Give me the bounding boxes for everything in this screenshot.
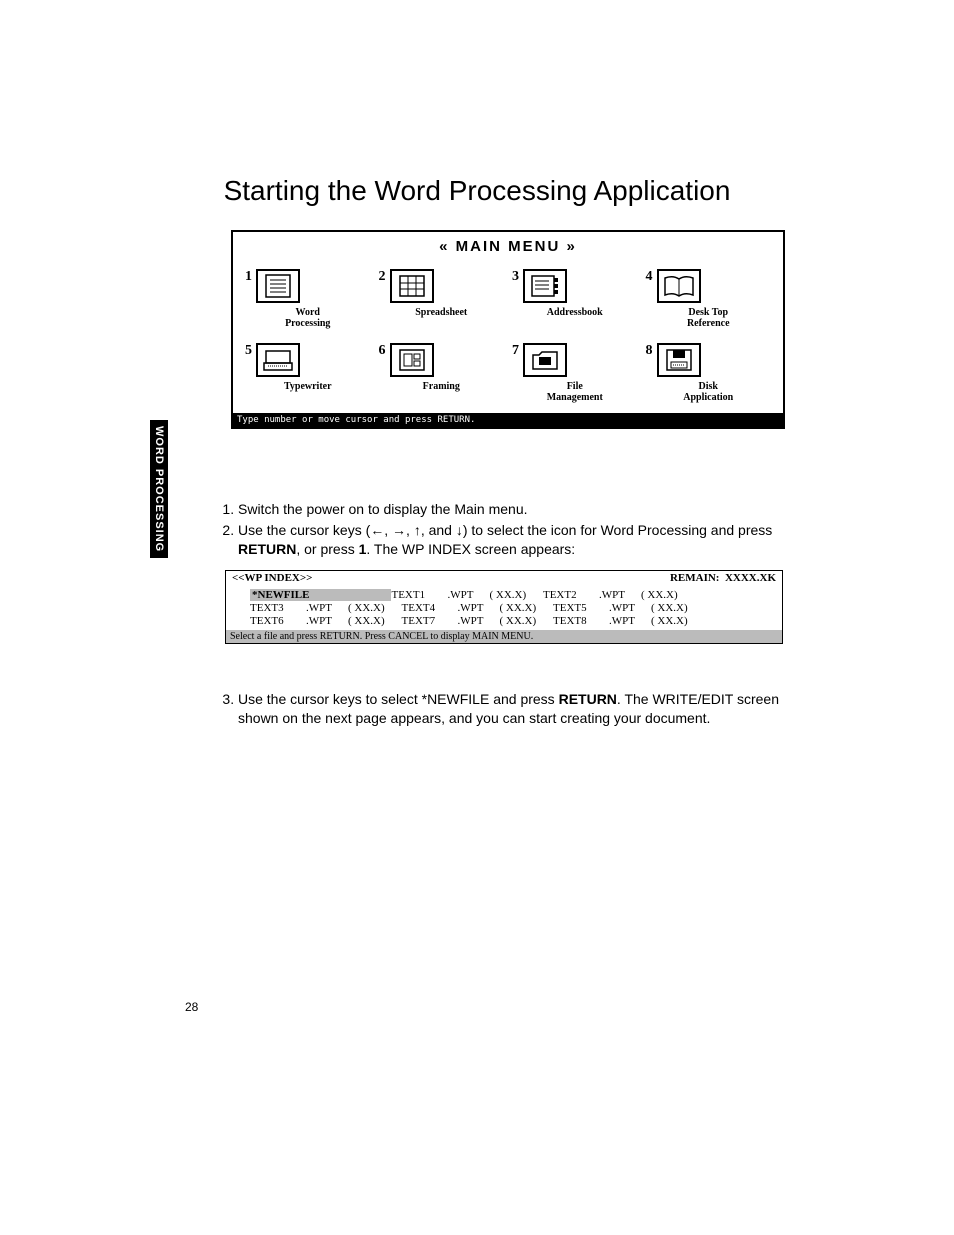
- menu-item-7[interactable]: 7FileManagement: [508, 339, 642, 413]
- instruction-2: Use the cursor keys (←, →, ↑, and ↓) to …: [238, 521, 780, 559]
- wp-remain: REMAIN: XXXX.XK: [670, 572, 776, 584]
- addr-icon: [523, 269, 567, 303]
- file-icon: [523, 343, 567, 377]
- wp-row: *NEWFILETEXT1.WPT( XX.X) TEXT2.WPT( XX.X…: [250, 589, 776, 601]
- wp-index-screenshot: <<WP INDEX>> REMAIN: XXXX.XK *NEWFILETEX…: [225, 570, 783, 644]
- menu-item-1[interactable]: 1WordProcessing: [241, 265, 375, 339]
- wp-footer: Select a file and press RETURN. Press CA…: [226, 630, 782, 643]
- menu-item-5[interactable]: 5Typewriter: [241, 339, 375, 413]
- menu-grid: 1WordProcessing2Spreadsheet3Addressbook4…: [233, 261, 783, 413]
- wp-row: TEXT6.WPT( XX.X) TEXT7.WPT( XX.X) TEXT8.…: [250, 615, 776, 627]
- page-title: Starting the Word Processing Application: [0, 175, 954, 207]
- instruction-3: Use the cursor keys to select *NEWFILE a…: [238, 690, 780, 728]
- word-icon: [256, 269, 300, 303]
- menu-item-6[interactable]: 6Framing: [375, 339, 509, 413]
- type-icon: [256, 343, 300, 377]
- newfile-entry[interactable]: *NEWFILE: [250, 589, 391, 601]
- main-menu-screenshot: « MAIN MENU » 1WordProcessing2Spreadshee…: [231, 230, 785, 429]
- spread-icon: [390, 269, 434, 303]
- page-number: 28: [185, 1000, 198, 1014]
- manual-page: Starting the Word Processing Application…: [0, 0, 954, 1235]
- instruction-1: Switch the power on to display the Main …: [238, 500, 780, 519]
- book-icon: [657, 269, 701, 303]
- wp-file-list: *NEWFILETEXT1.WPT( XX.X) TEXT2.WPT( XX.X…: [226, 585, 782, 630]
- instructions-block-1: Switch the power on to display the Main …: [210, 500, 780, 561]
- menu-item-4[interactable]: 4Desk TopReference: [642, 265, 776, 339]
- frame-icon: [390, 343, 434, 377]
- wp-index-title: <<WP INDEX>>: [232, 572, 312, 584]
- menu-item-3[interactable]: 3Addressbook: [508, 265, 642, 339]
- menu-item-8[interactable]: 8DiskApplication: [642, 339, 776, 413]
- menu-item-2[interactable]: 2Spreadsheet: [375, 265, 509, 339]
- section-tab: WORD PROCESSING: [150, 420, 168, 558]
- instructions-block-2: Use the cursor keys to select *NEWFILE a…: [210, 690, 780, 730]
- menu-hint: Type number or move cursor and press RET…: [233, 413, 783, 427]
- disk-icon: [657, 343, 701, 377]
- menu-header: « MAIN MENU »: [233, 232, 783, 261]
- wp-row: TEXT3.WPT( XX.X) TEXT4.WPT( XX.X) TEXT5.…: [250, 602, 776, 614]
